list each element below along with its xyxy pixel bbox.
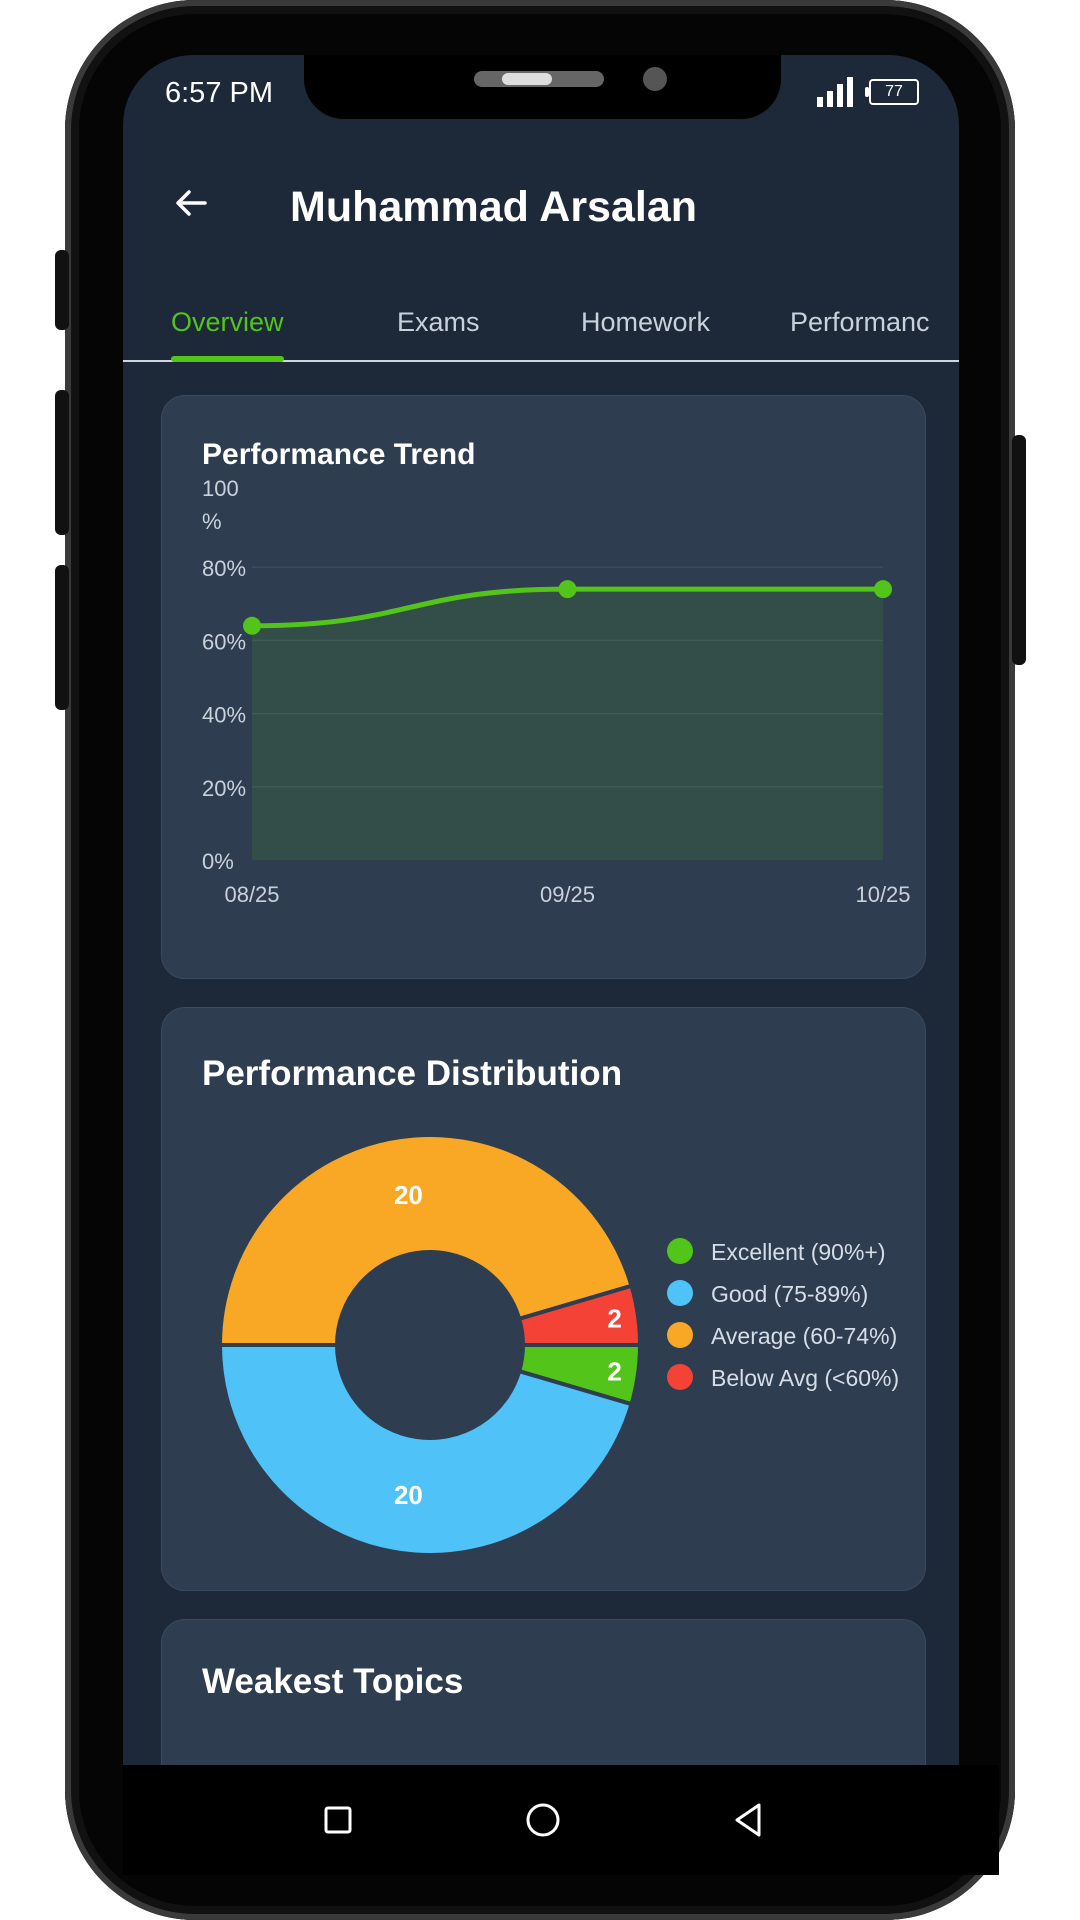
legend-swatch: [667, 1280, 693, 1306]
performance-trend-card: Performance Trend 100% 80% 60% 40% 20% 0% 08/2…: [161, 395, 926, 979]
tab-indicator: [171, 356, 284, 362]
legend-item: Below Avg (<60%): [667, 1362, 917, 1394]
slice-value-label: 2: [607, 1303, 621, 1333]
status-icons: 77: [815, 77, 919, 107]
system-nav-bar: [123, 1765, 999, 1875]
tab-homework[interactable]: Homework: [581, 307, 711, 337]
x-tick-label: 09/25: [540, 882, 595, 907]
y-tick-label: 40%: [202, 703, 246, 728]
slice-value-label: 2: [607, 1357, 621, 1387]
tab-exams[interactable]: Exams: [397, 307, 480, 337]
arrow-left-icon[interactable]: [171, 183, 211, 223]
tab-bar: Overview Exams Homework Performance: [123, 295, 959, 362]
y-tick-label: 80%: [202, 556, 246, 581]
status-time: 6:57 PM: [165, 77, 273, 109]
pie-slice: [516, 1283, 642, 1347]
data-point: [558, 580, 577, 599]
tab-overview[interactable]: Overview: [171, 307, 284, 337]
notch: [304, 55, 781, 119]
x-tick-label: 08/25: [224, 882, 279, 907]
circle-icon[interactable]: [518, 1795, 568, 1845]
speaker: [474, 71, 604, 87]
y-tick-label: 20%: [202, 776, 246, 801]
performance-distribution-chart: 2 20 20 2: [217, 1133, 642, 1557]
chart-legend: Excellent (90%+) Good (75-89%) Average (60…: [667, 1236, 917, 1404]
triangle-back-icon[interactable]: [723, 1795, 773, 1845]
pie-slice: [217, 1343, 634, 1557]
volume-button: [55, 250, 69, 330]
data-point: [874, 580, 892, 599]
x-tick-label: 10/25: [855, 882, 910, 907]
y-tick-label: 60%: [202, 629, 246, 654]
battery-icon: 77: [865, 79, 919, 105]
legend-label: Average (60-74%): [711, 1323, 898, 1349]
power-button: [1012, 435, 1026, 665]
y-tick-label: 0%: [202, 849, 234, 874]
volume-up-button: [55, 390, 69, 535]
legend-label: Below Avg (<60%): [711, 1365, 900, 1391]
series-area: [252, 589, 883, 860]
legend-swatch: [667, 1364, 693, 1390]
slice-value-label: 20: [394, 1480, 423, 1510]
signal-icon: [817, 77, 853, 107]
legend-item: Average (60-74%): [667, 1320, 917, 1352]
weakest-topics-title: Weakest Topics: [202, 1662, 464, 1701]
pie-slice: [217, 1133, 634, 1347]
legend-label: Good (75-89%): [711, 1281, 869, 1307]
legend-swatch: [667, 1322, 693, 1348]
app-screen: 6:57 PM 77 Muhammad Arsalan Overview Exa…: [123, 55, 959, 1800]
app-header: Muhammad Arsalan: [123, 165, 959, 245]
legend-item: Excellent (90%+): [667, 1236, 917, 1268]
volume-down-button: [55, 565, 69, 710]
data-point: [243, 616, 261, 635]
performance-trend-title: Performance Trend: [202, 438, 476, 471]
performance-distribution-card: Performance Distribution 2 20 20 2 Excellen…: [161, 1007, 926, 1591]
page-title: Muhammad Arsalan: [290, 183, 698, 231]
performance-distribution-title: Performance Distribution: [202, 1054, 623, 1093]
square-icon[interactable]: [313, 1795, 363, 1845]
tab-performance[interactable]: Performance: [790, 307, 929, 337]
legend-label: Excellent (90%+): [711, 1239, 886, 1265]
y-tick-label: 100%: [202, 476, 239, 534]
legend-swatch: [667, 1238, 693, 1264]
performance-trend-chart: 100 % 80% 60% 40% 20% 0% 08/25 09/25 10/25: [202, 476, 911, 907]
slice-value-label: 20: [394, 1180, 423, 1210]
front-camera: [643, 67, 667, 91]
legend-item: Good (75-89%): [667, 1278, 917, 1310]
